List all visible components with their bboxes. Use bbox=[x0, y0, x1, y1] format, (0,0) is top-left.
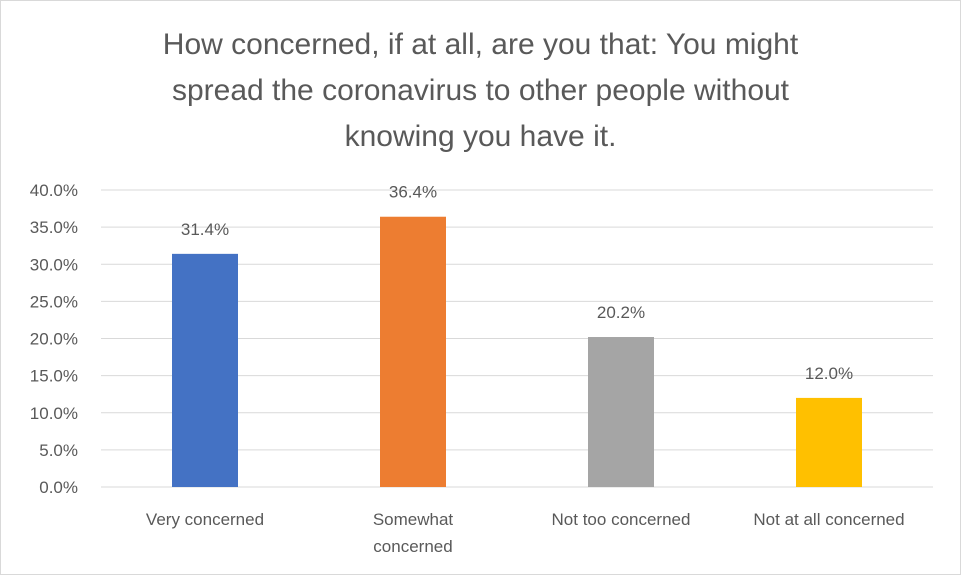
y-tick-label: 35.0% bbox=[30, 218, 78, 237]
gridlines bbox=[101, 189, 933, 488]
x-tick-label: concerned bbox=[373, 537, 452, 556]
y-tick-label: 40.0% bbox=[30, 181, 78, 200]
x-axis: Very concerned Somewhat concerned Not too c… bbox=[146, 510, 905, 556]
y-tick-label: 10.0% bbox=[30, 404, 78, 423]
x-tick-label: Not at all concerned bbox=[753, 510, 904, 529]
y-tick-label: 30.0% bbox=[30, 255, 78, 274]
data-label: 20.2% bbox=[597, 303, 645, 322]
bar bbox=[380, 216, 446, 488]
bar bbox=[796, 397, 862, 487]
chart-title-line: knowing you have it. bbox=[344, 120, 617, 153]
y-tick-label: 15.0% bbox=[30, 367, 78, 386]
bar bbox=[588, 337, 654, 487]
data-label: 31.4% bbox=[181, 220, 229, 239]
chart-title: How concerned, if at all, are you that: … bbox=[0, 22, 961, 160]
data-label: 12.0% bbox=[805, 364, 853, 383]
data-label: 36.4% bbox=[389, 183, 437, 202]
chart-title-line: spread the coronavirus to other people w… bbox=[171, 74, 790, 107]
x-tick-label: Somewhat bbox=[373, 510, 454, 529]
bars bbox=[172, 216, 862, 488]
bar bbox=[172, 253, 238, 487]
y-tick-label: 25.0% bbox=[30, 292, 78, 311]
y-tick-label: 20.0% bbox=[30, 330, 78, 349]
x-tick-label: Not too concerned bbox=[552, 510, 691, 529]
y-tick-label: 0.0% bbox=[39, 478, 78, 497]
y-axis: 0.0% 5.0% 10.0% 15.0% 20.0% 25.0% 30.0% 35.0% 40… bbox=[30, 181, 78, 497]
x-tick-label: Very concerned bbox=[146, 510, 264, 529]
y-tick-label: 5.0% bbox=[39, 441, 78, 460]
chart-title-line: How concerned, if at all, are you that: … bbox=[162, 28, 799, 61]
data-labels: 31.4% 36.4% 20.2% 12.0% bbox=[181, 183, 853, 383]
